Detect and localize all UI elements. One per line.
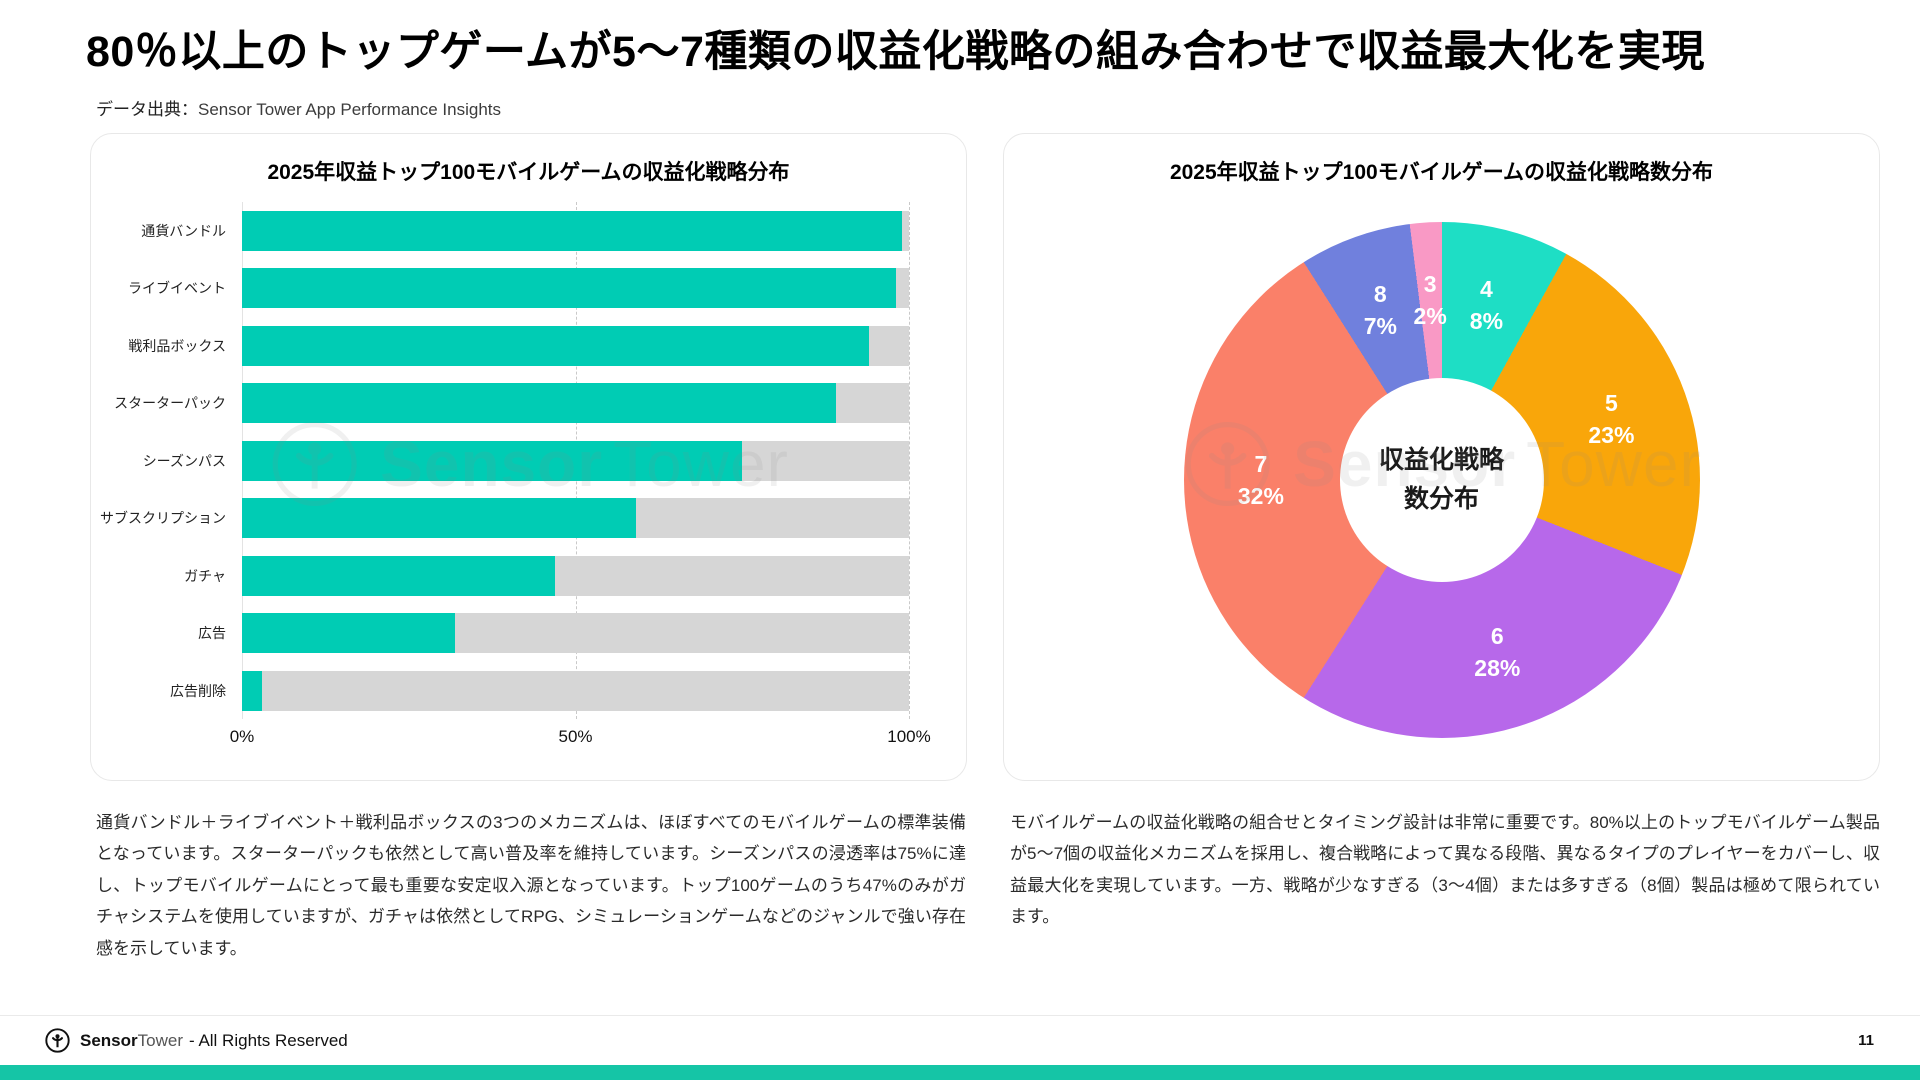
bar-fill [242, 210, 903, 251]
donut-slice-label: 8 7% [1364, 278, 1397, 342]
accent-bar [0, 1065, 1920, 1080]
donut-center-label: 収益化戦略 数分布 [1339, 377, 1544, 582]
bar-row [242, 489, 909, 547]
bar-row [242, 374, 909, 432]
bar-category-label: シーズンパス [142, 452, 226, 469]
bar-row [242, 662, 909, 720]
bar-row [242, 317, 909, 375]
bar-fill [242, 498, 636, 538]
bar-track [242, 210, 909, 251]
donut-slice-number: 8 [1373, 280, 1387, 307]
bar-category-label: スターターパック [114, 395, 226, 411]
donut-slice-percent: 2% [1413, 302, 1447, 329]
bar-category-label: ライブイベント [128, 280, 226, 296]
bar-category-label: 広告削除 [170, 682, 226, 699]
donut-slice-label: 6 28% [1474, 619, 1520, 683]
donut-slice-label: 5 23% [1588, 386, 1634, 450]
bar-fill [242, 613, 456, 653]
donut-chart-panel: 2025年収益トップ100モバイルゲームの収益化戦略数分布 収益化戦略 数分布 … [1003, 132, 1880, 781]
captions-row: 通貨バンドル＋ライブイベント＋戦利品ボックスの3つのメカニズムは、ほぼすべてのモ… [96, 807, 1880, 964]
donut-slice-number: 4 [1480, 275, 1493, 302]
donut-chart: 収益化戦略 数分布 4 8% 5 23% 6 28% 7 32% 8 7% 3 2% [1183, 221, 1700, 738]
caption-right: モバイルゲームの収益化戦略の組合せとタイミング設計は非常に重要です。80%以上の… [1010, 812, 1880, 927]
donut-slice-label: 7 32% [1238, 448, 1284, 512]
donut-slice-percent: 8% [1469, 307, 1504, 334]
bar-category-label: ガチャ [184, 567, 226, 584]
bar-row [242, 202, 909, 260]
x-tick-0: 0% [229, 727, 255, 747]
bar-track [242, 613, 909, 653]
bar-chart: 通貨バンドルライブイベント 戦利品ボックススターターパックシーズンパスサブスクリプ… [91, 201, 931, 750]
page-number: 11 [1858, 1032, 1874, 1049]
charts-row: 2025年収益トップ100モバイルゲームの収益化戦略分布 通貨バンドルライブイベ… [90, 132, 1880, 781]
bar-chart-panel: 2025年収益トップ100モバイルゲームの収益化戦略分布 通貨バンドルライブイベ… [90, 132, 967, 781]
donut-center-line2: 数分布 [1403, 484, 1479, 513]
bar-track [242, 555, 909, 596]
bar-row [242, 547, 909, 605]
data-source: データ出典：Sensor Tower App Performance Insig… [96, 95, 1920, 120]
donut-slice-number: 5 [1605, 389, 1618, 416]
bar-row [242, 604, 909, 662]
footer-brand: SensorTower - All Rights Reserved [44, 1027, 348, 1054]
bar-track [242, 325, 909, 366]
bar-track [242, 268, 909, 308]
donut-slice-percent: 7% [1363, 312, 1397, 339]
bar-fill [242, 440, 743, 481]
caption-left: 通貨バンドル＋ライブイベント＋戦利品ボックスの3つのメカニズムは、ほぼすべてのモ… [96, 812, 966, 958]
footer: SensorTower - All Rights Reserved 11 [0, 1015, 1920, 1065]
bar-fill [242, 268, 896, 308]
donut-slice-label: 4 8% [1470, 273, 1503, 337]
bar-category-label: 通貨バンドル [141, 222, 226, 239]
page-title: 80％以上のトップゲームが5〜7種類の収益化戦略の組み合わせで収益最大化を実現 [86, 28, 1705, 76]
data-source-value: Sensor Tower App Performance Insights [198, 99, 502, 119]
donut-center-line1: 収益化戦略 [1378, 446, 1504, 474]
bar-track [242, 670, 909, 711]
bar-fill [242, 325, 869, 366]
footer-brand-bold: Sensor [80, 1030, 138, 1050]
donut-slice-percent: 23% [1588, 421, 1635, 448]
bar-track [242, 383, 909, 423]
footer-brand-text: SensorTower - All Rights Reserved [80, 1031, 348, 1051]
bar-row [242, 432, 909, 490]
bar-category-labels: 通貨バンドルライブイベント 戦利品ボックススターターパックシーズンパスサブスクリプ… [91, 202, 242, 720]
bar-track [242, 498, 909, 538]
bar-track [242, 440, 909, 481]
donut-slice-percent: 28% [1474, 654, 1521, 681]
bar-chart-body: 通貨バンドルライブイベント 戦利品ボックススターターパックシーズンパスサブスクリプ… [91, 202, 909, 720]
bar-row [242, 259, 909, 317]
bar-category-label: 戦利品ボックス [128, 337, 226, 354]
donut-slice-number: 6 [1490, 622, 1504, 649]
bar-category-label: 広告 [198, 625, 226, 641]
bar-plot [242, 202, 909, 720]
footer-rights: - All Rights Reserved [189, 1030, 348, 1050]
donut-slice-percent: 32% [1237, 482, 1284, 509]
gridline-100pct [909, 201, 910, 720]
bar-fill [242, 555, 556, 596]
sensortower-logo-icon [45, 1028, 70, 1053]
x-tick-50: 50% [558, 727, 593, 747]
donut-slice-label: 3 2% [1414, 267, 1447, 331]
donut-slice-number: 3 [1423, 270, 1437, 297]
bar-fill [242, 383, 836, 423]
bar-x-axis: 0% 50% 100% [230, 719, 931, 749]
bar-chart-title: 2025年収益トップ100モバイルゲームの収益化戦略分布 [267, 160, 790, 184]
footer-brand-light: Tower [137, 1030, 183, 1050]
data-source-label: データ出典： [96, 99, 198, 119]
bar-fill [242, 670, 262, 711]
bar-category-label: サブスクリプション [100, 510, 226, 526]
donut-chart-title: 2025年収益トップ100モバイルゲームの収益化戦略数分布 [1169, 160, 1714, 184]
x-tick-100: 100% [887, 727, 931, 747]
donut-slice-number: 7 [1254, 450, 1268, 477]
